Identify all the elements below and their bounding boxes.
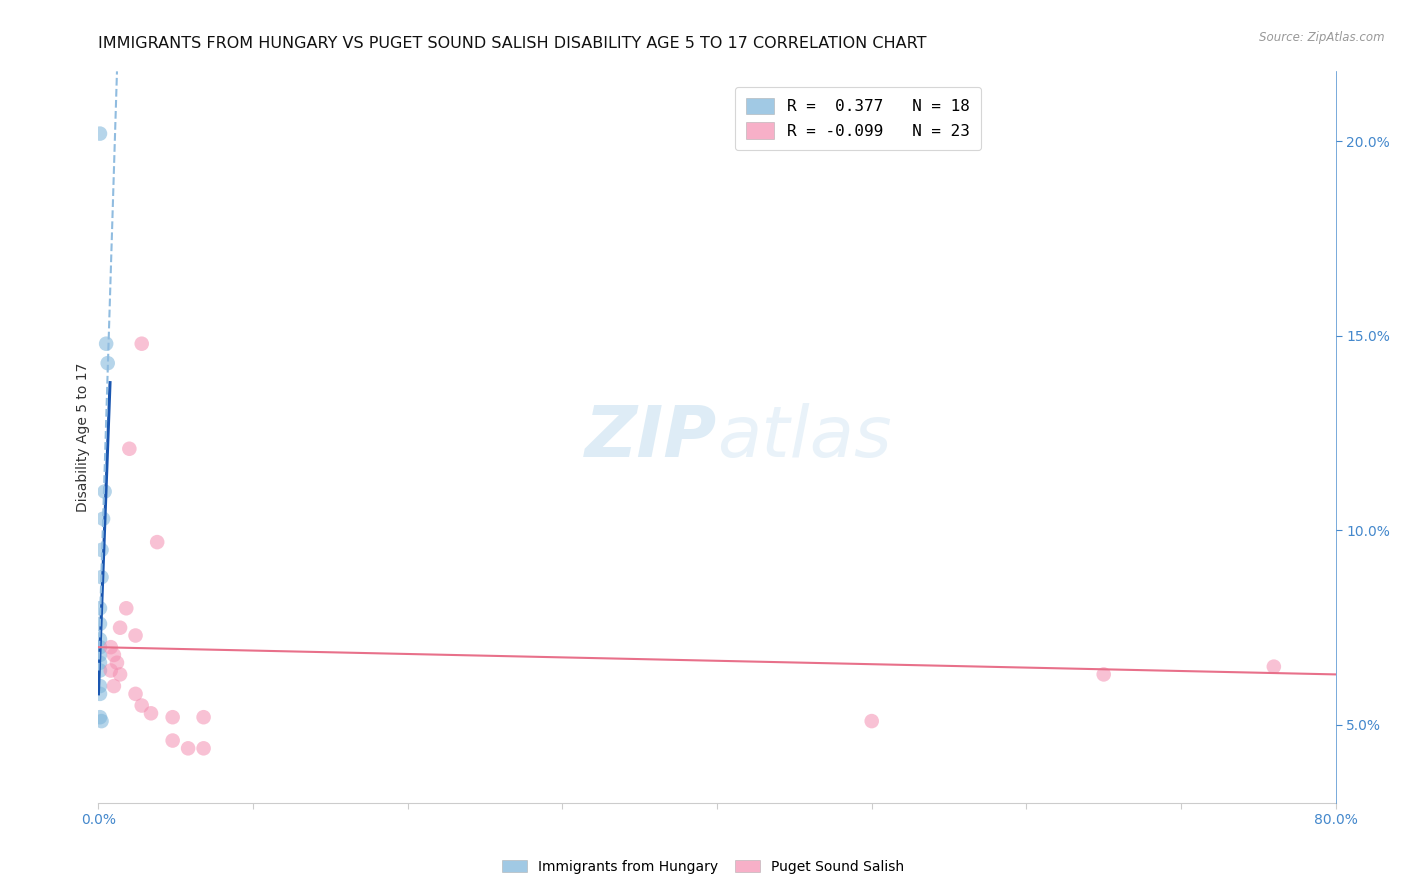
- Point: [1263, 659, 1285, 673]
- Point: [89, 648, 111, 662]
- Point: [89, 687, 111, 701]
- Point: [124, 628, 146, 642]
- Point: [1092, 667, 1115, 681]
- Point: [115, 601, 138, 615]
- Point: [103, 679, 125, 693]
- Point: [162, 710, 184, 724]
- Point: [89, 679, 111, 693]
- Point: [90, 542, 112, 557]
- Point: [100, 664, 122, 678]
- Point: [89, 664, 111, 678]
- Point: [131, 698, 153, 713]
- Point: [131, 336, 153, 351]
- Point: [146, 535, 169, 549]
- Point: [91, 512, 114, 526]
- Text: ZIP: ZIP: [585, 402, 717, 472]
- Point: [89, 632, 111, 647]
- Point: [193, 710, 215, 724]
- Point: [89, 616, 111, 631]
- Point: [103, 648, 125, 662]
- Point: [100, 640, 122, 655]
- Legend: Immigrants from Hungary, Puget Sound Salish: Immigrants from Hungary, Puget Sound Sal…: [495, 853, 911, 880]
- Text: IMMIGRANTS FROM HUNGARY VS PUGET SOUND SALISH DISABILITY AGE 5 TO 17 CORRELATION: IMMIGRANTS FROM HUNGARY VS PUGET SOUND S…: [98, 36, 927, 51]
- Text: atlas: atlas: [717, 402, 891, 472]
- Point: [108, 667, 131, 681]
- Point: [90, 714, 112, 728]
- Text: Source: ZipAtlas.com: Source: ZipAtlas.com: [1260, 31, 1385, 45]
- Point: [90, 570, 112, 584]
- Point: [97, 356, 120, 370]
- Point: [139, 706, 162, 721]
- Legend: R =  0.377   N = 18, R = -0.099   N = 23: R = 0.377 N = 18, R = -0.099 N = 23: [734, 87, 981, 150]
- Point: [105, 656, 128, 670]
- Point: [89, 640, 111, 655]
- Point: [193, 741, 215, 756]
- Point: [124, 687, 146, 701]
- Point: [89, 710, 111, 724]
- Point: [93, 484, 115, 499]
- Y-axis label: Disability Age 5 to 17: Disability Age 5 to 17: [76, 362, 90, 512]
- Point: [118, 442, 141, 456]
- Point: [89, 127, 111, 141]
- Point: [108, 621, 131, 635]
- Point: [89, 656, 111, 670]
- Point: [860, 714, 883, 728]
- Point: [162, 733, 184, 747]
- Point: [177, 741, 200, 756]
- Point: [89, 601, 111, 615]
- Point: [96, 336, 118, 351]
